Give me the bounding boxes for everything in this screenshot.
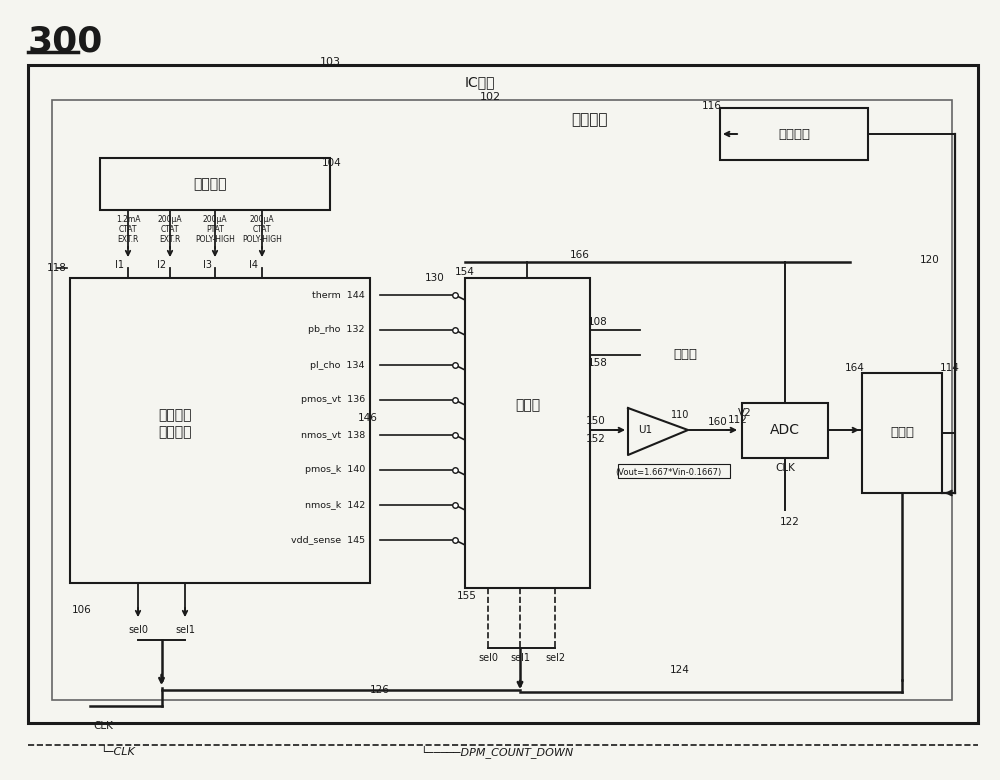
Text: pb_rho  132: pb_rho 132	[308, 325, 365, 335]
Text: nmos_k  142: nmos_k 142	[305, 501, 365, 509]
Text: I1: I1	[116, 260, 124, 270]
Text: I4: I4	[250, 260, 258, 270]
Text: 偏压电路: 偏压电路	[193, 177, 227, 191]
Text: 制程监控: 制程监控	[158, 408, 192, 422]
Text: 124: 124	[670, 665, 690, 675]
Text: 160: 160	[708, 417, 728, 427]
Text: 116: 116	[702, 101, 722, 111]
Text: 126: 126	[370, 685, 390, 695]
Bar	[618, 464, 730, 478]
Text: 118: 118	[47, 263, 67, 273]
Text: sel0: sel0	[128, 625, 148, 635]
Text: 166: 166	[570, 250, 590, 260]
Text: pmos_vt  136: pmos_vt 136	[301, 395, 365, 405]
Text: 154: 154	[455, 267, 475, 277]
Bar	[70, 278, 370, 583]
Text: EXT.R: EXT.R	[117, 236, 139, 244]
Bar	[742, 403, 828, 458]
Text: 152: 152	[586, 434, 606, 444]
Text: sel1: sel1	[175, 625, 195, 635]
Text: 制程监控: 制程监控	[572, 112, 608, 127]
Text: └─────DPM_COUNT_DOWN: └─────DPM_COUNT_DOWN	[420, 746, 573, 758]
Text: PTAT: PTAT	[206, 225, 224, 235]
Text: 122: 122	[780, 517, 800, 527]
Text: U1: U1	[638, 425, 652, 435]
Text: 146: 146	[358, 413, 378, 423]
Text: 300: 300	[28, 25, 103, 59]
Text: I2: I2	[157, 260, 167, 270]
Text: (Vout=1.667*Vin-0.1667): (Vout=1.667*Vin-0.1667)	[615, 467, 721, 477]
Text: 108: 108	[588, 317, 608, 327]
Text: 158: 158	[588, 358, 608, 368]
Text: 164: 164	[845, 363, 865, 373]
Text: pmos_k  140: pmos_k 140	[305, 466, 365, 474]
Text: CLK: CLK	[775, 463, 795, 473]
Text: CTAT: CTAT	[253, 225, 271, 235]
Text: 操作电路: 操作电路	[778, 127, 810, 140]
Bar	[28, 65, 978, 723]
Polygon shape	[628, 408, 688, 455]
Text: vdd_sense  145: vdd_sense 145	[291, 536, 365, 544]
Text: 155: 155	[457, 591, 477, 601]
Text: 112: 112	[728, 415, 748, 425]
Text: 110: 110	[671, 410, 689, 420]
Text: 1.2mA: 1.2mA	[116, 215, 140, 225]
Text: CTAT: CTAT	[161, 225, 179, 235]
Bar	[465, 278, 590, 588]
Text: └─CLK: └─CLK	[100, 747, 135, 757]
Text: ADC: ADC	[770, 423, 800, 437]
Text: 104: 104	[322, 158, 342, 168]
Text: 106: 106	[72, 605, 92, 615]
Bar	[52, 100, 952, 700]
Text: sel2: sel2	[545, 653, 565, 663]
Text: POLY-HIGH: POLY-HIGH	[195, 236, 235, 244]
Text: 150: 150	[586, 416, 606, 426]
Text: sel1: sel1	[510, 653, 530, 663]
Text: 200μA: 200μA	[250, 215, 274, 225]
Bar	[720, 108, 868, 160]
Text: 114: 114	[940, 363, 960, 373]
Text: 控制器: 控制器	[890, 427, 914, 439]
Text: V2: V2	[738, 408, 752, 418]
Text: 放大器: 放大器	[673, 349, 697, 361]
Bar	[862, 373, 942, 493]
Text: POLY-HIGH: POLY-HIGH	[242, 236, 282, 244]
Text: sel0: sel0	[478, 653, 498, 663]
Text: EXT.R: EXT.R	[159, 236, 181, 244]
Text: IC芯片: IC芯片	[465, 75, 495, 89]
Text: 200μA: 200μA	[203, 215, 227, 225]
Text: 120: 120	[920, 255, 940, 265]
Text: I3: I3	[202, 260, 212, 270]
Bar	[100, 158, 330, 210]
Text: pl_cho  134: pl_cho 134	[310, 360, 365, 370]
Text: CTAT: CTAT	[119, 225, 137, 235]
Text: CLK: CLK	[93, 721, 113, 731]
Text: 感测电路: 感测电路	[158, 425, 192, 439]
Text: therm  144: therm 144	[312, 290, 365, 300]
Text: 多工器: 多工器	[515, 398, 540, 412]
Text: 130: 130	[425, 273, 445, 283]
Text: nmos_vt  138: nmos_vt 138	[301, 431, 365, 439]
Text: 102: 102	[479, 92, 501, 102]
Text: 103: 103	[320, 57, 340, 67]
Text: 200μA: 200μA	[158, 215, 182, 225]
